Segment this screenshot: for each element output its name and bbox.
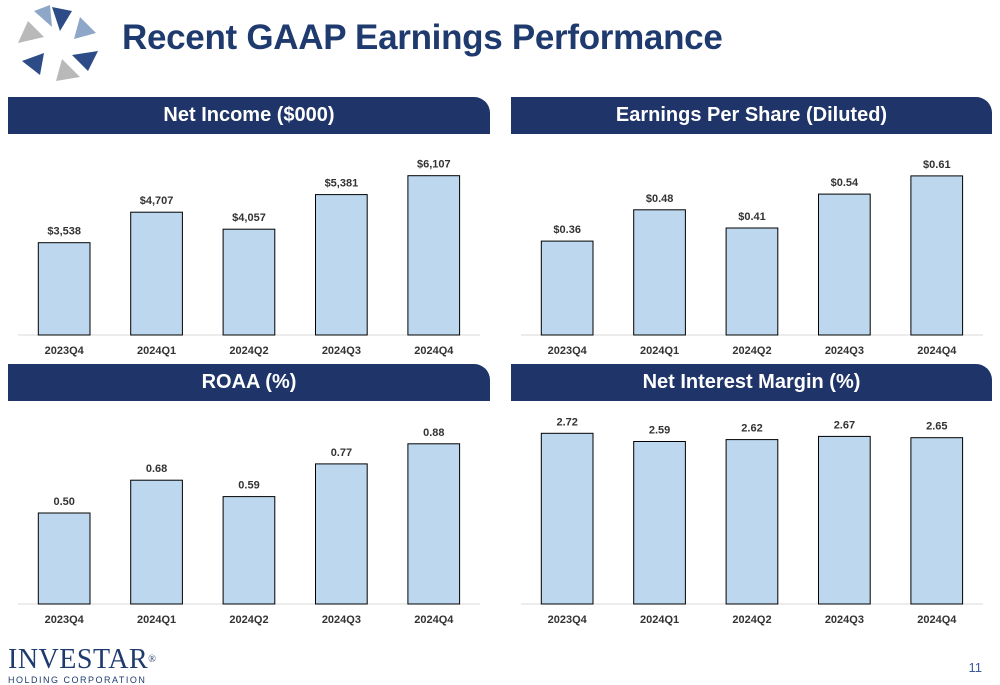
nim-x-tick-label: 2024Q4 bbox=[917, 614, 957, 626]
eps-x-tick-label: 2024Q3 bbox=[825, 345, 864, 357]
net-income-x-tick-label: 2024Q2 bbox=[229, 345, 268, 357]
nim-header: Net Interest Margin (%) bbox=[511, 364, 992, 401]
footer-subtitle: HOLDING CORPORATION bbox=[8, 675, 147, 685]
net-income-x-tick-label: 2023Q4 bbox=[45, 345, 85, 357]
eps-data-label: $0.61 bbox=[923, 159, 951, 171]
roaa-bar bbox=[222, 496, 276, 605]
net-income-bar bbox=[222, 228, 276, 336]
roaa-data-label: 0.59 bbox=[238, 480, 259, 492]
eps-x-tick-label: 2024Q4 bbox=[917, 345, 957, 357]
roaa-bar bbox=[407, 443, 461, 605]
net-income-data-label: $6,107 bbox=[417, 159, 451, 171]
eps-header: Earnings Per Share (Diluted) bbox=[511, 97, 992, 134]
roaa-x-tick-label: 2024Q4 bbox=[414, 614, 454, 626]
company-logo-icon bbox=[18, 5, 98, 81]
nim-data-label: 2.62 bbox=[741, 423, 762, 435]
net-income-data-label: $5,381 bbox=[325, 178, 359, 190]
nim-data-label: 2.65 bbox=[926, 421, 947, 433]
eps-x-tick-label: 2024Q1 bbox=[640, 345, 679, 357]
roaa-data-label: 0.68 bbox=[146, 463, 167, 475]
net-income-bar bbox=[37, 242, 91, 336]
footer-brand-mark: ® bbox=[148, 654, 157, 665]
eps-chart: $0.36 2023Q4 $0.48 2024Q1 $0.41 2024Q2 $0.54 20… bbox=[521, 159, 983, 357]
net-income-chart: $3,538 2023Q4 $4,707 2024Q1 $4,057 2024Q2 $5,3… bbox=[18, 159, 480, 357]
roaa-data-label: 0.77 bbox=[331, 447, 352, 459]
roaa-bar bbox=[130, 479, 183, 605]
eps-bar bbox=[818, 193, 871, 336]
footer-brand: INVESTAR bbox=[8, 644, 149, 675]
roaa-chart: 0.50 2023Q4 0.68 2024Q1 0.59 2024Q2 0.77 2024Q3… bbox=[18, 427, 480, 626]
net-income-header: Net Income ($000) bbox=[8, 97, 490, 134]
eps-x-tick-label: 2024Q2 bbox=[732, 345, 771, 357]
roaa-data-label: 0.50 bbox=[53, 496, 74, 508]
nim-bar bbox=[725, 439, 779, 605]
net-income-bar bbox=[315, 194, 368, 336]
page-number: 11 bbox=[968, 660, 983, 675]
roaa-header: ROAA (%) bbox=[8, 364, 490, 401]
roaa-data-label: 0.88 bbox=[423, 427, 444, 439]
nim-data-label: 2.67 bbox=[834, 419, 855, 431]
nim-x-tick-label: 2024Q2 bbox=[732, 614, 771, 626]
net-income-x-tick-label: 2024Q4 bbox=[414, 345, 454, 357]
eps-bar bbox=[725, 227, 779, 336]
page-title: Recent GAAP Earnings Performance bbox=[122, 18, 723, 57]
roaa-x-tick-label: 2024Q1 bbox=[137, 614, 176, 626]
eps-data-label: $0.36 bbox=[553, 224, 581, 236]
net-income-x-tick-label: 2024Q1 bbox=[137, 345, 176, 357]
net-income-data-label: $4,707 bbox=[140, 195, 174, 207]
net-income-data-label: $4,057 bbox=[232, 212, 266, 224]
net-income-bar bbox=[407, 175, 461, 336]
footer-logo: INVESTAR® HOLDING CORPORATION bbox=[8, 646, 156, 685]
nim-x-tick-label: 2023Q4 bbox=[548, 614, 588, 626]
nim-data-label: 2.72 bbox=[556, 416, 577, 428]
nim-bar bbox=[633, 441, 686, 605]
nim-chart: 2.72 2023Q4 2.59 2024Q1 2.62 2024Q2 2.67 2024Q3… bbox=[521, 416, 983, 626]
net-income-x-tick-label: 2024Q3 bbox=[322, 345, 361, 357]
roaa-bar bbox=[37, 512, 91, 605]
roaa-x-tick-label: 2024Q3 bbox=[322, 614, 361, 626]
net-income-bar bbox=[130, 211, 183, 336]
nim-bar bbox=[818, 435, 871, 605]
eps-bar bbox=[633, 209, 686, 336]
eps-data-label: $0.41 bbox=[738, 211, 766, 223]
net-income-data-label: $3,538 bbox=[47, 226, 81, 238]
eps-bar bbox=[540, 240, 594, 336]
eps-bar bbox=[910, 175, 964, 336]
nim-x-tick-label: 2024Q3 bbox=[825, 614, 864, 626]
nim-bar bbox=[540, 432, 594, 605]
roaa-x-tick-label: 2024Q2 bbox=[229, 614, 268, 626]
eps-data-label: $0.48 bbox=[646, 193, 674, 205]
roaa-x-tick-label: 2023Q4 bbox=[45, 614, 85, 626]
eps-data-label: $0.54 bbox=[831, 177, 859, 189]
nim-x-tick-label: 2024Q1 bbox=[640, 614, 679, 626]
nim-bar bbox=[910, 437, 964, 605]
roaa-bar bbox=[315, 463, 368, 605]
eps-x-tick-label: 2023Q4 bbox=[548, 345, 588, 357]
nim-data-label: 2.59 bbox=[649, 425, 670, 437]
